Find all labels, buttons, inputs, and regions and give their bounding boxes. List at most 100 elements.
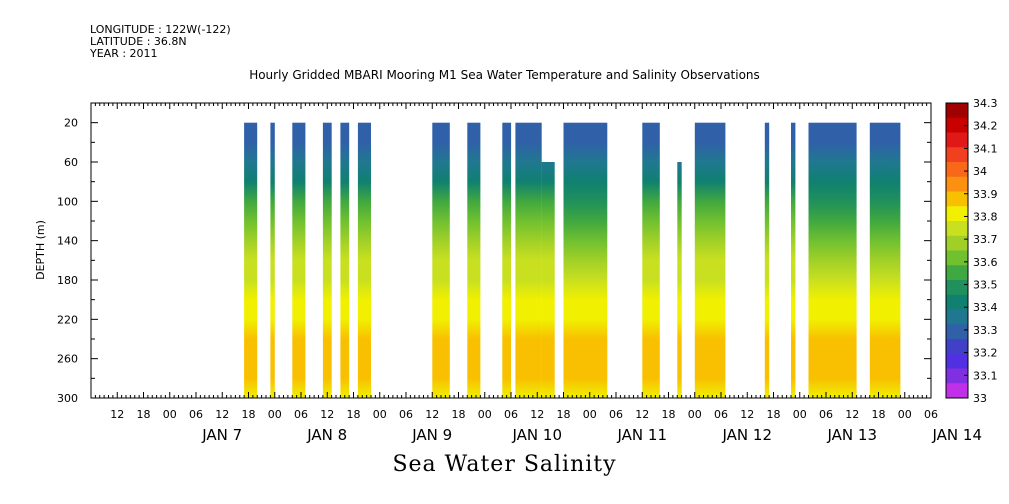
x-hour-label: 06 [294,408,308,421]
data-segment [869,122,901,398]
colorbar-cell [946,103,968,119]
colorbar-cell [946,147,968,163]
x-hour-label: 18 [347,408,361,421]
y-axis-label: DEPTH (m) [34,220,47,280]
data-segment [677,162,682,398]
x-hour-label: 00 [898,408,912,421]
colorbar-cell [946,221,968,237]
data-segment [432,122,442,398]
colorbar-label: 34.1 [973,142,998,155]
data-segment [292,122,306,398]
data-segment [515,122,542,398]
x-day-label: JAN 11 [617,426,668,444]
x-hour-label: 18 [767,408,781,421]
x-day-label: JAN 12 [722,426,773,444]
colorbar-label: 33 [973,392,987,405]
x-hour-label: 12 [845,408,859,421]
data-segment [441,122,450,398]
colorbar-cell [946,206,968,222]
x-hour-label: 00 [793,408,807,421]
colorbar-label: 33.4 [973,301,998,314]
x-day-label: JAN 14 [932,426,983,444]
colorbar-label: 33.6 [973,256,998,269]
x-hour-label: 12 [740,408,754,421]
x-hour-label: 00 [163,408,177,421]
data-segment [467,122,481,398]
data-segment [764,122,770,398]
colorbar-cell [946,162,968,178]
colorbar-frame [945,102,969,399]
colorbar-cell [946,117,968,133]
x-hour-label: 06 [399,408,413,421]
colorbar-label: 34.2 [973,120,998,133]
colorbar-cell [946,324,968,340]
colorbar-cell [946,294,968,310]
colorbar: 34.3 34.2 34.1 34 33.9 33.8 33.7 33.6 33.5 33.4 33… [945,97,998,405]
data-segment [808,122,857,398]
x-hour-label: 18 [662,408,676,421]
x-hour-label: 00 [688,408,702,421]
year-label: YEAR : 2011 [90,47,158,60]
x-hour-label: 12 [320,408,334,421]
colorbar-label: 34 [973,165,987,178]
data-segment [791,122,796,398]
x-hour-label: 00 [478,408,492,421]
y-tick-label: 60 [64,156,78,169]
colorbar-label: 33.7 [973,233,998,246]
x-hour-label: 12 [635,408,649,421]
x-hour-label: 18 [137,408,151,421]
x-hour-label: 12 [530,408,544,421]
y-tick-label: 180 [57,274,78,287]
location-header: LONGITUDE : 122W(-122) LATITUDE : 36.8N … [90,24,231,60]
x-hour-label: 06 [504,408,518,421]
x-hour-label: 12 [215,408,229,421]
x-hour-label: 18 [557,408,571,421]
chart-title: Hourly Gridded MBARI Mooring M1 Sea Wate… [249,68,760,82]
colorbar-cell [946,353,968,369]
x-hour-label: 18 [872,408,886,421]
x-hour-label: 06 [819,408,833,421]
colorbar-label: 33.9 [973,188,998,201]
x-day-label: JAN 8 [306,426,347,444]
data-segment [694,122,726,398]
x-hour-label: 18 [242,408,256,421]
x-hour-label: 06 [924,408,938,421]
x-hour-label: 00 [268,408,282,421]
data-segment [322,122,332,398]
data-segment [270,122,275,398]
y-tick-label: 20 [64,117,78,130]
x-hour-label: 00 [373,408,387,421]
y-tick-label: 100 [57,195,78,208]
colorbar-label: 33.8 [973,210,998,223]
data-segment [357,122,371,398]
colorbar-cell [946,132,968,148]
colorbar-cell [946,339,968,355]
data-segment [502,122,512,398]
colorbar-label: 33.3 [973,324,998,337]
data-segment [541,162,555,398]
colorbar-cell [946,265,968,281]
colorbar-cell [946,368,968,384]
data-segments [244,122,901,398]
x-day-label: JAN 10 [512,426,563,444]
y-tick-label: 140 [57,235,78,248]
data-segment [642,122,660,398]
colorbar-label: 33.5 [973,279,998,292]
x-hour-label: 00 [583,408,597,421]
x-hour-label: 12 [110,408,124,421]
x-hour-label: 12 [425,408,439,421]
colorbar-cell [946,250,968,266]
axes: 20 60 100 140 180 220 260 300 12 18 00 06 12 18 00 06 12… [57,102,983,444]
latitude-label: LATITUDE : 36.8N [90,35,187,48]
colorbar-label: 33.1 [973,369,998,382]
x-hour-label: 06 [609,408,623,421]
longitude-label: LONGITUDE : 122W(-122) [90,23,231,36]
colorbar-cell [946,309,968,325]
y-tick-label: 300 [57,392,78,405]
colorbar-cell [946,235,968,251]
x-day-label: JAN 13 [827,426,878,444]
data-segment [340,122,350,398]
x-axis-title: Sea Water Salinity [392,452,617,477]
colorbar-cell [946,383,968,399]
